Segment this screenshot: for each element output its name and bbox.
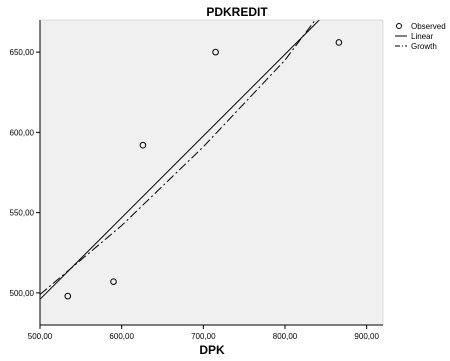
y-tick-label-1: 500,00 xyxy=(10,289,35,298)
legend-label-linear: Linear xyxy=(411,32,434,41)
x-tick-label-3: 700,00 xyxy=(191,332,216,341)
series-line-growth xyxy=(40,20,316,295)
data-point-observed-4 xyxy=(212,48,219,56)
chart-title: PDKREDIT xyxy=(206,5,268,19)
data-point-observed-5 xyxy=(335,39,343,46)
x-tick-label-4: 800,00 xyxy=(273,332,298,341)
x-tick-label-5: 900,00 xyxy=(354,332,379,341)
series-line-linear xyxy=(40,20,320,300)
data-point-observed-2 xyxy=(110,278,117,285)
y-tick-label-4: 650,00 xyxy=(10,48,35,57)
data-point-observed-1 xyxy=(64,292,72,300)
legend-marker-observed xyxy=(396,23,402,29)
y-tick-label-3: 600,00 xyxy=(10,128,35,137)
chart-text-group: PDKREDIT DPK xyxy=(199,5,268,357)
x-tick-label-2: 600,00 xyxy=(109,332,134,341)
legend-label-observed: Observed xyxy=(411,22,446,31)
plot-area-group: 500,00 600,00 700,00 800,00 900,00 500,00 550,… xyxy=(10,19,384,341)
x-tick-label-1: 500,00 xyxy=(28,332,53,341)
x-axis-label: DPK xyxy=(199,343,225,357)
data-point-observed-3 xyxy=(139,141,147,149)
plot-background xyxy=(40,20,383,325)
legend-label-growth: Growth xyxy=(411,42,437,51)
y-tick-label-2: 550,00 xyxy=(10,209,35,218)
